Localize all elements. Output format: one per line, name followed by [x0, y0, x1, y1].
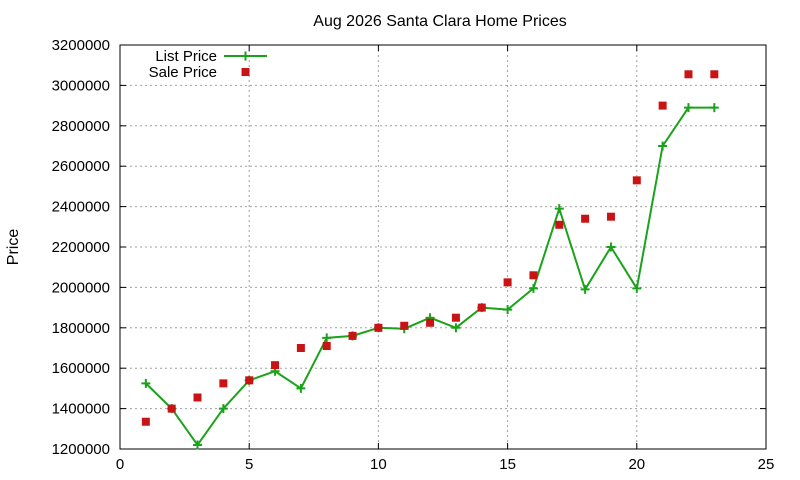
data-point-square [710, 70, 719, 79]
legend-label: Sale Price [149, 64, 217, 81]
data-point-plus [606, 242, 616, 252]
data-point-square [503, 278, 512, 287]
x-tick-label: 5 [245, 456, 253, 473]
data-point-square [348, 331, 357, 340]
data-point-square [322, 341, 331, 350]
data-point-plus [554, 204, 564, 214]
data-point-square [374, 323, 383, 332]
y-tick-label: 2200000 [52, 239, 110, 256]
data-point-square [606, 212, 615, 221]
data-point-square [426, 318, 435, 327]
data-point-square [451, 313, 460, 322]
data-point-plus [528, 283, 538, 293]
series-line [145, 106, 715, 446]
data-point-square [632, 176, 641, 185]
x-tick-label: 0 [116, 456, 124, 473]
legend-label: List Price [155, 48, 217, 65]
y-tick-label: 3000000 [52, 77, 110, 94]
x-tick-label: 20 [628, 456, 645, 473]
data-point-plus [683, 103, 693, 113]
data-point-square [581, 214, 590, 223]
data-point-square [400, 321, 409, 330]
y-tick-label: 2000000 [52, 279, 110, 296]
data-point-square [658, 101, 667, 110]
y-tick-label: 2400000 [52, 199, 110, 216]
y-tick-label: 3200000 [52, 37, 110, 54]
data-point-square [193, 393, 202, 402]
axis-ticks: 0 5 10 15 20 25 1200000 1400000 1600000 1800000 20… [52, 37, 775, 473]
data-point-plus [322, 333, 332, 343]
legend-marker [241, 68, 250, 76]
data-point-plus [580, 284, 590, 294]
data-point-plus [141, 378, 151, 388]
grid [120, 45, 766, 449]
data-point-plus [658, 141, 668, 151]
data-point-plus [451, 323, 461, 333]
x-tick-label: 15 [499, 456, 516, 473]
data-point-square [219, 379, 228, 388]
data-point-plus [503, 305, 513, 315]
data-point-square [245, 376, 254, 385]
legend-marker [241, 51, 250, 61]
x-tick-label: 10 [370, 456, 387, 473]
data-point-square [167, 404, 176, 413]
data-point-plus [218, 404, 228, 414]
data-point-square [477, 303, 486, 312]
x-tick-label: 25 [758, 456, 775, 473]
series-list-price [141, 103, 719, 450]
y-tick-label: 2800000 [52, 118, 110, 135]
data-point-plus [296, 383, 306, 393]
data-point-square [555, 220, 564, 229]
data-point-square [684, 70, 693, 79]
y-tick-label: 1200000 [52, 441, 110, 458]
data-point-plus [632, 283, 642, 293]
y-axis-label: Price [5, 229, 22, 266]
data-point-square [141, 417, 150, 426]
y-tick-label: 1800000 [52, 320, 110, 337]
data-point-square [529, 271, 538, 280]
y-tick-label: 2600000 [52, 158, 110, 175]
data-point-plus [193, 440, 203, 450]
y-tick-label: 1600000 [52, 360, 110, 377]
data-point-square [296, 344, 305, 352]
chart-title: Aug 2026 Santa Clara Home Prices [313, 13, 566, 30]
series-layer [141, 70, 719, 450]
data-point-square [271, 361, 280, 370]
series-sale-price [141, 70, 719, 426]
data-point-plus [709, 103, 719, 113]
y-tick-label: 1400000 [52, 401, 110, 418]
